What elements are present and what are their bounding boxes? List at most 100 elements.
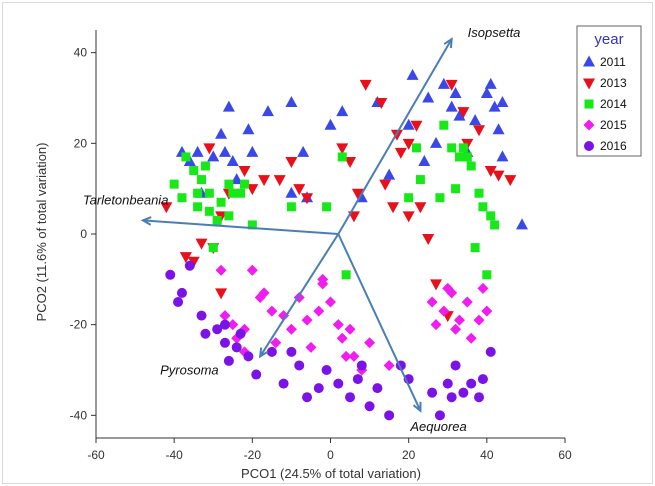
point-2014	[228, 188, 238, 198]
point-2016	[223, 355, 234, 366]
point-2015	[278, 310, 290, 322]
point-2016	[333, 378, 344, 389]
point-2011	[402, 118, 415, 130]
point-2014	[435, 193, 445, 203]
point-2015	[340, 350, 352, 362]
point-2015	[364, 337, 376, 349]
point-2013	[160, 202, 173, 214]
point-2011	[496, 96, 509, 108]
point-2013	[336, 143, 349, 155]
point-2013	[238, 166, 251, 178]
point-2013	[359, 79, 372, 91]
point-2016	[345, 392, 356, 403]
point-2016	[165, 269, 176, 280]
point-2013	[492, 170, 505, 182]
series-2016	[165, 260, 496, 421]
legend-marker	[583, 78, 595, 90]
legend: year 2011 2013 2014 2015 2016	[576, 25, 642, 157]
vector-arrowhead	[443, 37, 453, 49]
point-2011	[324, 118, 337, 130]
point-2016	[356, 360, 367, 371]
point-2013	[445, 79, 458, 91]
point-2015	[450, 323, 462, 335]
point-2014	[447, 143, 457, 153]
vector-aequorea	[337, 233, 422, 412]
point-2013	[301, 193, 314, 205]
point-2016	[321, 365, 332, 375]
legend-item-2011: 2011	[583, 55, 626, 69]
vector-arrowhead	[140, 216, 152, 226]
vector-isopsetta	[337, 38, 453, 235]
point-2016	[184, 260, 195, 271]
point-2016	[372, 383, 383, 394]
point-2014	[177, 193, 187, 203]
point-2013	[285, 156, 298, 168]
point-2014	[204, 188, 214, 198]
point-2013	[402, 211, 415, 223]
x-tick-label: -20	[244, 448, 262, 462]
legend-label: 2014	[600, 97, 627, 111]
point-2016	[485, 346, 496, 357]
point-2016	[384, 410, 395, 421]
point-2016	[200, 328, 211, 339]
point-2013	[410, 120, 423, 132]
point-2014	[404, 193, 414, 203]
point-2013	[195, 238, 208, 250]
point-2013	[504, 175, 517, 187]
point-2013	[394, 147, 407, 159]
point-2011	[215, 127, 228, 139]
point-2015	[266, 305, 278, 317]
y-axis-label: PCO2 (11.6% of total variation)	[34, 143, 49, 322]
point-2014	[247, 220, 257, 230]
point-2015	[461, 296, 473, 308]
point-2016	[458, 387, 469, 398]
point-2014	[439, 120, 449, 130]
point-2011	[242, 123, 255, 135]
legend-label: 2015	[600, 118, 627, 132]
point-2016	[251, 369, 262, 380]
point-2016	[212, 324, 223, 335]
point-2014	[193, 202, 203, 212]
point-2014	[236, 188, 246, 198]
point-2015	[336, 332, 348, 344]
series-2013	[160, 79, 517, 323]
point-2015	[227, 319, 239, 331]
point-2011	[480, 86, 493, 98]
point-2015	[285, 323, 297, 335]
point-2015	[270, 337, 282, 349]
point-2011	[261, 105, 274, 117]
x-tick-label: 60	[558, 448, 572, 462]
y-tick-label: -20	[70, 318, 88, 332]
point-2014	[478, 202, 488, 212]
legend-label: 2016	[600, 139, 627, 153]
point-2016	[243, 351, 254, 362]
point-2011	[445, 100, 458, 112]
point-2011	[516, 218, 529, 230]
point-2014	[224, 179, 234, 189]
point-2013	[422, 234, 435, 246]
point-2015	[301, 314, 313, 326]
point-2011	[484, 77, 497, 89]
point-2016	[446, 392, 457, 403]
point-2015	[219, 310, 231, 322]
point-2013	[273, 175, 286, 187]
point-2015	[348, 350, 360, 362]
point-2011	[430, 136, 443, 148]
point-2015	[465, 332, 477, 344]
point-2016	[196, 310, 207, 321]
point-2013	[414, 202, 427, 214]
legend-item-2015: 2015	[583, 118, 627, 132]
point-2016	[313, 383, 324, 394]
point-2016	[364, 401, 375, 412]
point-2016	[278, 378, 289, 389]
point-2011	[406, 68, 419, 80]
point-2014	[411, 143, 421, 153]
point-2013	[430, 279, 443, 291]
point-2011	[191, 145, 204, 157]
legend-label: 2011	[600, 55, 626, 69]
point-2014	[341, 270, 351, 280]
x-tick-label: 0	[327, 448, 334, 462]
point-2011	[492, 123, 505, 135]
point-2016	[266, 346, 277, 357]
